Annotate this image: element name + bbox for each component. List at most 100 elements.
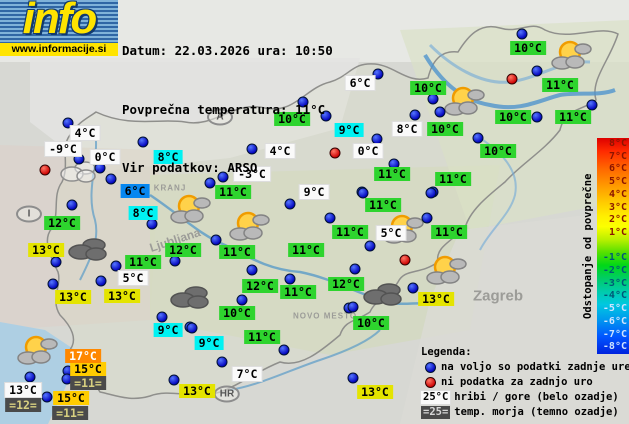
cloud-dark-icon: [362, 280, 404, 312]
temp-label: 11°C: [542, 78, 578, 92]
city-label-zagreb: Zagreb: [472, 287, 524, 305]
station-dot-blue: [284, 273, 296, 285]
temp-label: 11°C: [125, 255, 161, 269]
station-dot-blue: [278, 344, 290, 356]
station-dot-blue: [210, 234, 222, 246]
colorbar-label: 1°C: [608, 226, 627, 238]
station-dot-blue: [41, 391, 53, 403]
temp-label: 9°C: [299, 185, 329, 199]
station-dot-blue: [246, 143, 258, 155]
legend-missing-text: ni podatka za zadnjo uro: [441, 376, 593, 388]
temp-label: 11°C: [219, 245, 255, 259]
temp-label: 10°C: [480, 144, 516, 158]
temp-label: 13°C: [5, 383, 41, 397]
temp-label: 10°C: [410, 81, 446, 95]
legend-title: Legenda:: [421, 346, 472, 358]
colorbar-label: -7°C: [602, 328, 627, 340]
country-marker-a: A: [207, 108, 233, 126]
temp-label: 13°C: [418, 292, 454, 306]
temp-label: 8°C: [392, 122, 422, 136]
station-dot-red: [39, 164, 51, 176]
temp-label: 9°C: [153, 323, 183, 337]
colorbar-label: -8°C: [602, 341, 627, 353]
temp-label: 5°C: [376, 226, 406, 240]
temp-label: 15°C: [53, 391, 89, 405]
sun-cloud-icon: [15, 334, 59, 370]
sun-cloud-icon: [442, 85, 486, 121]
colorbar-label: 7°C: [608, 150, 627, 162]
station-dot-blue: [146, 218, 158, 230]
station-dot-blue: [110, 260, 122, 272]
temp-label: 11°C: [332, 225, 368, 239]
temp-label: 12°C: [242, 279, 278, 293]
sea-sample-swatch: =25=: [421, 406, 451, 419]
sun-cloud-icon: [549, 39, 593, 75]
station-dot-blue: [371, 133, 383, 145]
colorbar-label: -4°C: [602, 290, 627, 302]
temp-label: -3°C: [234, 167, 270, 181]
station-dot-blue: [421, 212, 433, 224]
logo-url-link[interactable]: www.informacije.si: [0, 43, 118, 56]
temp-label: 11°C: [280, 285, 316, 299]
station-dot-blue: [472, 132, 484, 144]
red-dot-icon: [425, 377, 436, 388]
colorbar-label: -3°C: [602, 277, 627, 289]
site-logo[interactable]: info www.informacije.si: [0, 0, 118, 56]
station-dot-blue: [50, 256, 62, 268]
station-dot-blue: [284, 198, 296, 210]
colorbar-label: 4°C: [608, 188, 627, 200]
temp-label: 6°C: [345, 76, 375, 90]
station-dot-blue: [586, 99, 598, 111]
legend-row-available: na voljo so podatki zadnje ure: [421, 360, 629, 375]
temp-label: 0°C: [90, 150, 120, 164]
temp-label: =11=: [70, 376, 106, 390]
temp-label: 11°C: [431, 225, 467, 239]
station-dot-blue: [372, 68, 384, 80]
temp-label: 13°C: [55, 290, 91, 304]
temp-label: 10°C: [510, 41, 546, 55]
cloud-outline-icon: [58, 158, 100, 190]
temp-label: 10°C: [427, 122, 463, 136]
temp-label: 12°C: [44, 216, 80, 230]
station-dot-blue: [24, 371, 36, 383]
station-dot-blue: [137, 136, 149, 148]
temp-label: 0°C: [353, 144, 383, 158]
station-dot-blue: [66, 199, 78, 211]
colorbar-label: -5°C: [602, 303, 627, 315]
station-dot-blue: [168, 374, 180, 386]
colorbar-label: 3°C: [608, 201, 627, 213]
station-dot-blue: [324, 212, 336, 224]
station-dot-blue: [347, 301, 359, 313]
station-dot-blue: [156, 311, 168, 323]
map-legend: Legenda: na voljo so podatki zadnje ure …: [421, 345, 629, 420]
temp-label: 8°C: [128, 206, 158, 220]
temp-label: 15°C: [70, 362, 106, 376]
station-dot-blue: [347, 372, 359, 384]
station-dot-blue: [357, 187, 369, 199]
station-dot-blue: [407, 282, 419, 294]
temp-label: 5°C: [118, 271, 148, 285]
temp-label: 8°C: [153, 150, 183, 164]
station-dot-blue: [297, 96, 309, 108]
temp-label: 13°C: [104, 289, 140, 303]
temp-label: 11°C: [365, 198, 401, 212]
station-dot-blue: [409, 109, 421, 121]
station-dot-blue: [169, 255, 181, 267]
station-dot-blue: [364, 240, 376, 252]
colorbar-label: 2°C: [608, 214, 627, 226]
temp-label: 11°C: [374, 167, 410, 181]
mountain-sample-swatch: 25°C: [421, 391, 451, 404]
station-dot-blue: [217, 171, 229, 183]
temp-label: 10°C: [495, 110, 531, 124]
cloud-dark-icon: [67, 235, 109, 267]
colorbar-label: -2°C: [602, 265, 627, 276]
header-avg-temp-line: Povprečna temperatura: 11°C: [122, 101, 326, 117]
legend-mountain-text: hribi / gore (belo ozadje): [454, 391, 619, 403]
station-dot-blue: [516, 28, 528, 40]
temp-label: 7°C: [232, 367, 262, 381]
station-dot-blue: [425, 187, 437, 199]
logo-text: info: [22, 0, 98, 43]
station-dot-blue: [434, 106, 446, 118]
